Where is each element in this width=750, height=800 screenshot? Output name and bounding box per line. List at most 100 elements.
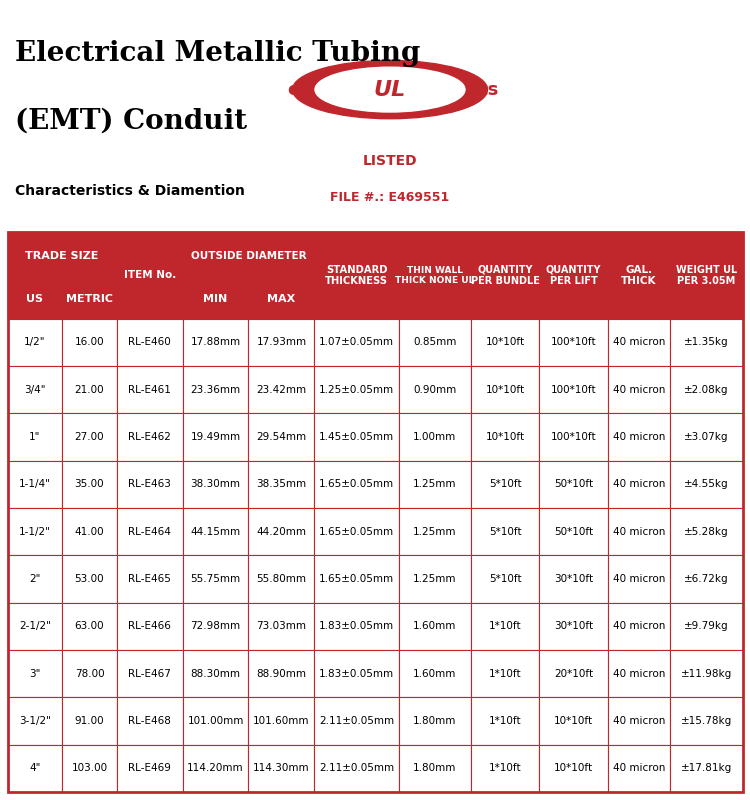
Text: 5*10ft: 5*10ft [489,574,521,584]
FancyBboxPatch shape [471,232,539,318]
FancyBboxPatch shape [608,318,670,366]
FancyBboxPatch shape [248,318,314,366]
FancyBboxPatch shape [248,461,314,508]
Text: 1/2": 1/2" [24,338,46,347]
FancyBboxPatch shape [314,461,399,508]
FancyBboxPatch shape [608,745,670,792]
FancyBboxPatch shape [8,555,62,602]
Text: ITEM No.: ITEM No. [124,270,176,280]
FancyBboxPatch shape [182,232,314,280]
FancyBboxPatch shape [182,602,248,650]
Text: Characteristics & Diamention: Characteristics & Diamention [15,184,244,198]
FancyBboxPatch shape [539,555,608,602]
Text: 5*10ft: 5*10ft [489,526,521,537]
FancyBboxPatch shape [248,698,314,745]
FancyBboxPatch shape [314,555,399,602]
FancyBboxPatch shape [608,232,670,318]
Text: ±17.81kg: ±17.81kg [681,763,732,774]
Circle shape [292,61,488,118]
Text: 40 micron: 40 micron [613,574,665,584]
FancyBboxPatch shape [539,650,608,698]
Text: us: us [476,81,500,98]
Text: 50*10ft: 50*10ft [554,526,593,537]
FancyBboxPatch shape [62,318,117,366]
FancyBboxPatch shape [62,555,117,602]
Text: c: c [287,81,298,98]
Text: 40 micron: 40 micron [613,526,665,537]
Text: STANDARD
THICKNESS: STANDARD THICKNESS [325,265,388,286]
FancyBboxPatch shape [399,650,471,698]
Text: ±2.08kg: ±2.08kg [684,385,728,394]
Text: ±6.72kg: ±6.72kg [684,574,729,584]
Text: 1*10ft: 1*10ft [489,763,521,774]
Text: 23.36mm: 23.36mm [190,385,241,394]
Text: 1.65±0.05mm: 1.65±0.05mm [319,479,394,490]
FancyBboxPatch shape [670,508,742,555]
FancyBboxPatch shape [471,555,539,602]
FancyBboxPatch shape [670,555,742,602]
Text: 40 micron: 40 micron [613,622,665,631]
FancyBboxPatch shape [8,461,62,508]
FancyBboxPatch shape [62,366,117,414]
Text: 114.30mm: 114.30mm [253,763,310,774]
FancyBboxPatch shape [248,508,314,555]
Text: ±3.07kg: ±3.07kg [684,432,728,442]
FancyBboxPatch shape [314,745,399,792]
Text: 100*10ft: 100*10ft [550,338,596,347]
FancyBboxPatch shape [670,232,742,318]
FancyBboxPatch shape [471,745,539,792]
Text: MIN: MIN [203,294,228,304]
Text: LISTED: LISTED [363,154,417,168]
Text: 40 micron: 40 micron [613,338,665,347]
FancyBboxPatch shape [539,414,608,461]
FancyBboxPatch shape [62,698,117,745]
Text: 53.00: 53.00 [74,574,104,584]
Text: 1.45±0.05mm: 1.45±0.05mm [319,432,394,442]
FancyBboxPatch shape [182,745,248,792]
FancyBboxPatch shape [608,698,670,745]
Text: 55.75mm: 55.75mm [190,574,241,584]
FancyBboxPatch shape [62,650,117,698]
FancyBboxPatch shape [117,414,182,461]
FancyBboxPatch shape [182,698,248,745]
Text: 88.90mm: 88.90mm [256,669,307,678]
FancyBboxPatch shape [62,280,117,318]
Text: 1.80mm: 1.80mm [413,763,457,774]
Text: 38.30mm: 38.30mm [190,479,241,490]
FancyBboxPatch shape [117,232,182,318]
FancyBboxPatch shape [399,745,471,792]
Text: 50*10ft: 50*10ft [554,479,593,490]
Text: ±4.55kg: ±4.55kg [684,479,729,490]
Text: RL-E460: RL-E460 [128,338,171,347]
FancyBboxPatch shape [8,650,62,698]
FancyBboxPatch shape [8,280,62,318]
Text: 19.49mm: 19.49mm [190,432,241,442]
FancyBboxPatch shape [314,232,399,318]
Text: 40 micron: 40 micron [613,432,665,442]
FancyBboxPatch shape [399,461,471,508]
FancyBboxPatch shape [539,318,608,366]
FancyBboxPatch shape [62,508,117,555]
Circle shape [315,67,465,112]
FancyBboxPatch shape [314,650,399,698]
Text: 30*10ft: 30*10ft [554,622,593,631]
FancyBboxPatch shape [182,650,248,698]
FancyBboxPatch shape [471,366,539,414]
Text: 100*10ft: 100*10ft [550,385,596,394]
FancyBboxPatch shape [471,461,539,508]
Text: 91.00: 91.00 [74,716,104,726]
Text: 3-1/2": 3-1/2" [19,716,51,726]
Text: WEIGHT UL
PER 3.05M: WEIGHT UL PER 3.05M [676,265,737,286]
Text: RL-E461: RL-E461 [128,385,171,394]
Text: QUANTITY
PER LIFT: QUANTITY PER LIFT [546,265,602,286]
FancyBboxPatch shape [399,232,471,318]
Text: RL-E464: RL-E464 [128,526,171,537]
FancyBboxPatch shape [539,366,608,414]
Text: 10*10ft: 10*10ft [554,716,593,726]
Text: TRADE SIZE: TRADE SIZE [26,250,99,261]
Text: ±9.79kg: ±9.79kg [684,622,729,631]
Text: 40 micron: 40 micron [613,716,665,726]
FancyBboxPatch shape [182,461,248,508]
FancyBboxPatch shape [670,745,742,792]
FancyBboxPatch shape [399,602,471,650]
